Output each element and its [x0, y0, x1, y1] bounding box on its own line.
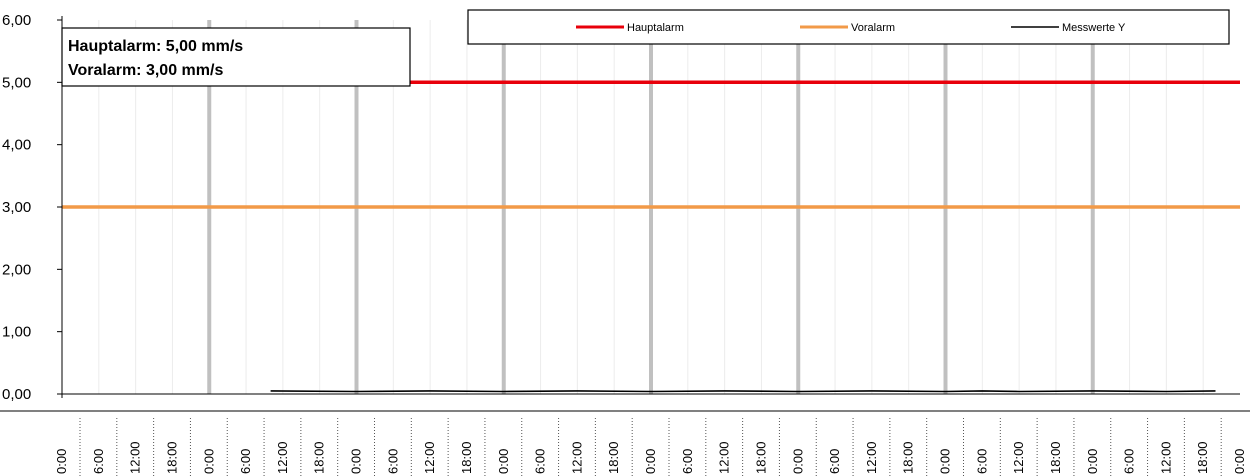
- x-tick-label: 0:00: [54, 449, 69, 474]
- x-tick-labels: 0:00 6:00 12:00 18:00 0:00 6:00 12:00 18:00 0:00…: [54, 418, 1247, 476]
- x-tick-label: 12:00: [569, 441, 584, 474]
- y-tick-label: 2,00: [2, 261, 31, 278]
- y-tick-label: 0,00: [2, 386, 31, 403]
- series-line-messwerte-y: [271, 391, 1216, 392]
- x-tick-label: 18:00: [901, 441, 916, 474]
- x-tick-label: 12:00: [717, 441, 732, 474]
- x-tick-label: 12:00: [1011, 441, 1026, 474]
- x-tick-label: 6:00: [974, 449, 989, 474]
- y-tick-label: 1,00: [2, 324, 31, 341]
- y-tick-label: 3,00: [2, 199, 31, 216]
- info-voralarm: Voralarm: 3,00 mm/s: [68, 62, 223, 79]
- x-tick-label: 18:00: [459, 441, 474, 474]
- x-tick-label: 0:00: [1085, 449, 1100, 474]
- legend: Hauptalarm Voralarm Messwerte Y: [468, 10, 1229, 44]
- x-tick-label: 0:00: [349, 449, 364, 474]
- x-tick-label: 6:00: [91, 449, 106, 474]
- x-tick-label: 12:00: [128, 441, 143, 474]
- info-hauptalarm: Hauptalarm: 5,00 mm/s: [68, 38, 243, 55]
- x-tick-label: 18:00: [753, 441, 768, 474]
- x-tick-label: 6:00: [680, 449, 695, 474]
- y-tick-labels: 0,00 1,00 2,00 3,00 4,00 5,00 6,00: [2, 12, 62, 403]
- x-tick-label: 0:00: [201, 449, 216, 474]
- x-tick-label: 0:00: [938, 449, 953, 474]
- legend-label-hauptalarm: Hauptalarm: [627, 22, 684, 34]
- x-tick-label: 0:00: [790, 449, 805, 474]
- x-tick-label: 6:00: [385, 449, 400, 474]
- x-tick-label: 0:00: [496, 449, 511, 474]
- x-tick-label: 6:00: [827, 449, 842, 474]
- legend-label-messwerte: Messwerte Y: [1062, 22, 1126, 34]
- x-tick-label: 12:00: [1158, 441, 1173, 474]
- x-tick-label: 18:00: [606, 441, 621, 474]
- y-tick-label: 6,00: [2, 12, 31, 29]
- legend-label-voralarm: Voralarm: [851, 22, 895, 34]
- x-tick-label: 6:00: [533, 449, 548, 474]
- y-tick-label: 5,00: [2, 74, 31, 91]
- x-tick-label: 6:00: [238, 449, 253, 474]
- x-tick-label: 18:00: [312, 441, 327, 474]
- x-tick-label: 18:00: [1048, 441, 1063, 474]
- x-tick-label: 18:00: [1195, 441, 1210, 474]
- y-tick-label: 4,00: [2, 137, 31, 154]
- x-tick-label: 0:00: [643, 449, 658, 474]
- x-tick-label: 18:00: [164, 441, 179, 474]
- info-box: Hauptalarm: 5,00 mm/s Voralarm: 3,00 mm/…: [62, 28, 410, 86]
- x-tick-label: 0:00: [1232, 449, 1247, 474]
- x-tick-label: 12:00: [864, 441, 879, 474]
- x-tick-label: 12:00: [275, 441, 290, 474]
- x-tick-label: 12:00: [422, 441, 437, 474]
- x-tick-label: 6:00: [1122, 449, 1137, 474]
